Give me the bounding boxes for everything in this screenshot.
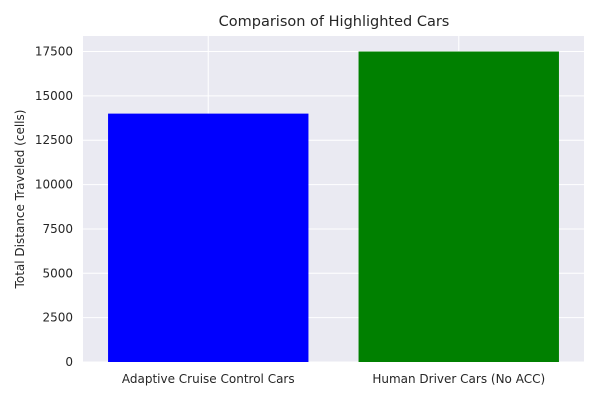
y-tick-label: 7500 <box>42 222 73 236</box>
chart-title: Comparison of Highlighted Cars <box>219 14 450 30</box>
bars <box>108 51 559 363</box>
y-tick-label: 2500 <box>42 311 73 325</box>
y-tick-label: 17500 <box>35 45 73 59</box>
y-tick-label: 5000 <box>42 266 73 280</box>
bar-adaptive-cruise-control <box>108 113 309 362</box>
y-tick-label: 10000 <box>35 178 73 192</box>
y-axis-label: Total Distance Traveled (cells) <box>13 110 27 290</box>
y-tick-label: 15000 <box>35 89 73 103</box>
bar-human-driver <box>358 51 559 363</box>
y-tick-label: 12500 <box>35 133 73 147</box>
x-tick-label: Adaptive Cruise Control Cars <box>122 372 295 386</box>
y-tick-label: 0 <box>65 355 73 369</box>
y-axis-ticks: 0 2500 5000 7500 10000 12500 15000 17500 <box>35 45 73 369</box>
x-axis-ticks: Adaptive Cruise Control Cars Human Driver… <box>122 372 545 386</box>
x-tick-label: Human Driver Cars (No ACC) <box>372 372 545 386</box>
